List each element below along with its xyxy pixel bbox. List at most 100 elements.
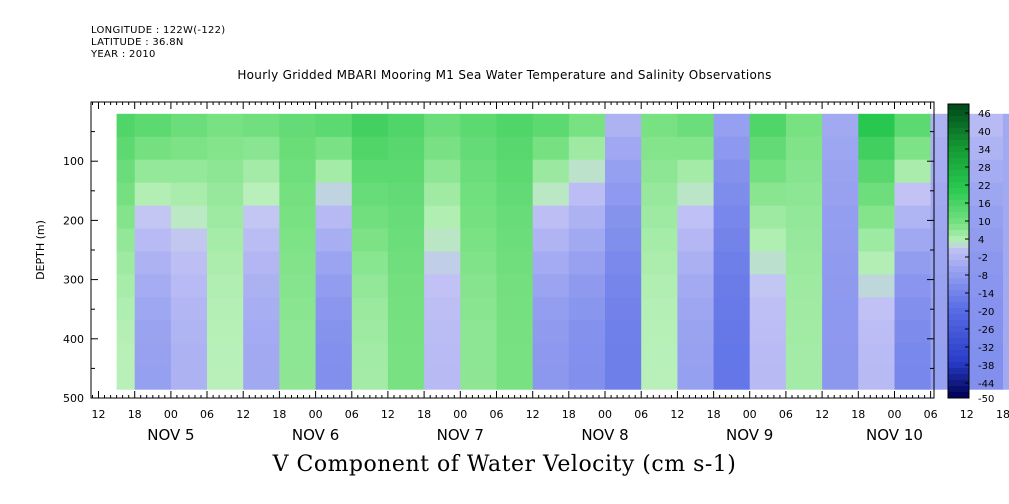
heat-cell (894, 297, 932, 321)
colorbar-frame (947, 103, 970, 399)
heat-cell (243, 343, 280, 367)
heat-cell (351, 343, 389, 367)
heat-cell (605, 297, 642, 321)
heat-cell (568, 366, 606, 390)
heat-cell (496, 159, 534, 184)
x-hour-label: 06 (345, 408, 359, 421)
heat-cell (279, 251, 317, 275)
heat-cell (677, 297, 715, 321)
y-axis: 100 200 300 400 500 (63, 101, 934, 405)
chart-title: Hourly Gridded MBARI Mooring M1 Sea Wate… (237, 68, 772, 82)
heat-cell (243, 366, 280, 390)
x-hour-label: 00 (453, 408, 467, 421)
colorbar-label: -14 (978, 289, 994, 300)
heat-cell (1003, 136, 1009, 161)
colorbar-label: 34 (978, 145, 991, 156)
heat-cell (170, 343, 208, 367)
colorbar-cell (948, 344, 969, 351)
heat-cell (170, 228, 208, 252)
heat-cell (568, 136, 606, 161)
heat-cell (749, 343, 787, 367)
heat-cell (568, 297, 606, 321)
colorbar-cell (948, 254, 969, 261)
x-hour-label: 00 (888, 408, 902, 421)
colorbar-label: -50 (978, 394, 994, 405)
y-tick-label: 500 (63, 392, 84, 405)
colorbar-cell (948, 356, 969, 363)
heat-cell (713, 159, 751, 184)
heat-cell (387, 205, 425, 230)
heat-cell (387, 182, 425, 207)
heat-cell (243, 113, 280, 138)
colorbar-cell (948, 326, 969, 333)
heat-cell (749, 320, 787, 344)
heat-cell (894, 182, 932, 207)
heat-cell (207, 113, 244, 138)
colorbar-label: -26 (978, 325, 994, 336)
colorbar-cell (948, 188, 969, 195)
heat-cell (279, 274, 317, 298)
colorbar-cell (948, 116, 969, 123)
x-hour-label: 12 (381, 408, 395, 421)
heat-cell (785, 251, 823, 275)
colorbar-cell (948, 260, 969, 267)
heat-cell (116, 113, 136, 138)
heat-cell (496, 113, 534, 138)
heat-cell (279, 320, 317, 344)
colorbar-cell (948, 380, 969, 387)
heat-cell (1003, 228, 1009, 252)
heat-cell (894, 159, 932, 184)
heat-cell (749, 113, 787, 138)
heat-cell (315, 366, 353, 390)
heat-cell (116, 320, 136, 344)
longitude-label: LONGITUDE : 122W(-122) (91, 25, 226, 36)
heat-cell (460, 251, 498, 275)
heat-cell (749, 297, 787, 321)
heat-cell (170, 136, 208, 161)
x-hour-label: 18 (128, 408, 142, 421)
x-day-label: NOV 5 (147, 426, 194, 444)
heat-cell (822, 113, 859, 138)
colorbar-cell (948, 212, 969, 219)
heat-cell (134, 297, 172, 321)
colorbar-cell (948, 152, 969, 159)
heat-cell (713, 113, 751, 138)
colorbar-cell (948, 146, 969, 153)
heat-cell (1003, 274, 1009, 298)
heat-cell (677, 320, 715, 344)
heat-cell (1003, 205, 1009, 230)
x-hour-label: 18 (707, 408, 721, 421)
heat-cell (858, 297, 896, 321)
heat-cell (207, 366, 244, 390)
colorbar-cell (948, 110, 969, 117)
heat-cell (1003, 366, 1009, 390)
heat-cell (894, 136, 932, 161)
colorbar-label: 10 (978, 217, 991, 228)
heat-cell (677, 159, 715, 184)
heat-cell (134, 113, 172, 138)
heat-cell (822, 343, 859, 367)
x-hour-label: 06 (779, 408, 793, 421)
heat-cell (785, 228, 823, 252)
y-tick-label: 200 (63, 214, 84, 227)
x-hour-label: 12 (236, 408, 250, 421)
heat-cell (243, 136, 280, 161)
heat-cell (749, 159, 787, 184)
colorbar-label: 4 (978, 235, 984, 246)
heat-cell (785, 274, 823, 298)
heat-cell (279, 343, 317, 367)
heat-cell (387, 366, 425, 390)
colorbar-cell (948, 236, 969, 243)
heat-cell (677, 274, 715, 298)
heat-cell (966, 343, 1004, 367)
heat-cell (858, 366, 896, 390)
heat-cell (677, 182, 715, 207)
heat-cell (496, 343, 534, 367)
heat-cell (351, 251, 389, 275)
heat-cell (822, 297, 859, 321)
heat-cell (858, 343, 896, 367)
heat-cell (424, 228, 461, 252)
heat-cell (568, 274, 606, 298)
heat-cell (966, 228, 1004, 252)
